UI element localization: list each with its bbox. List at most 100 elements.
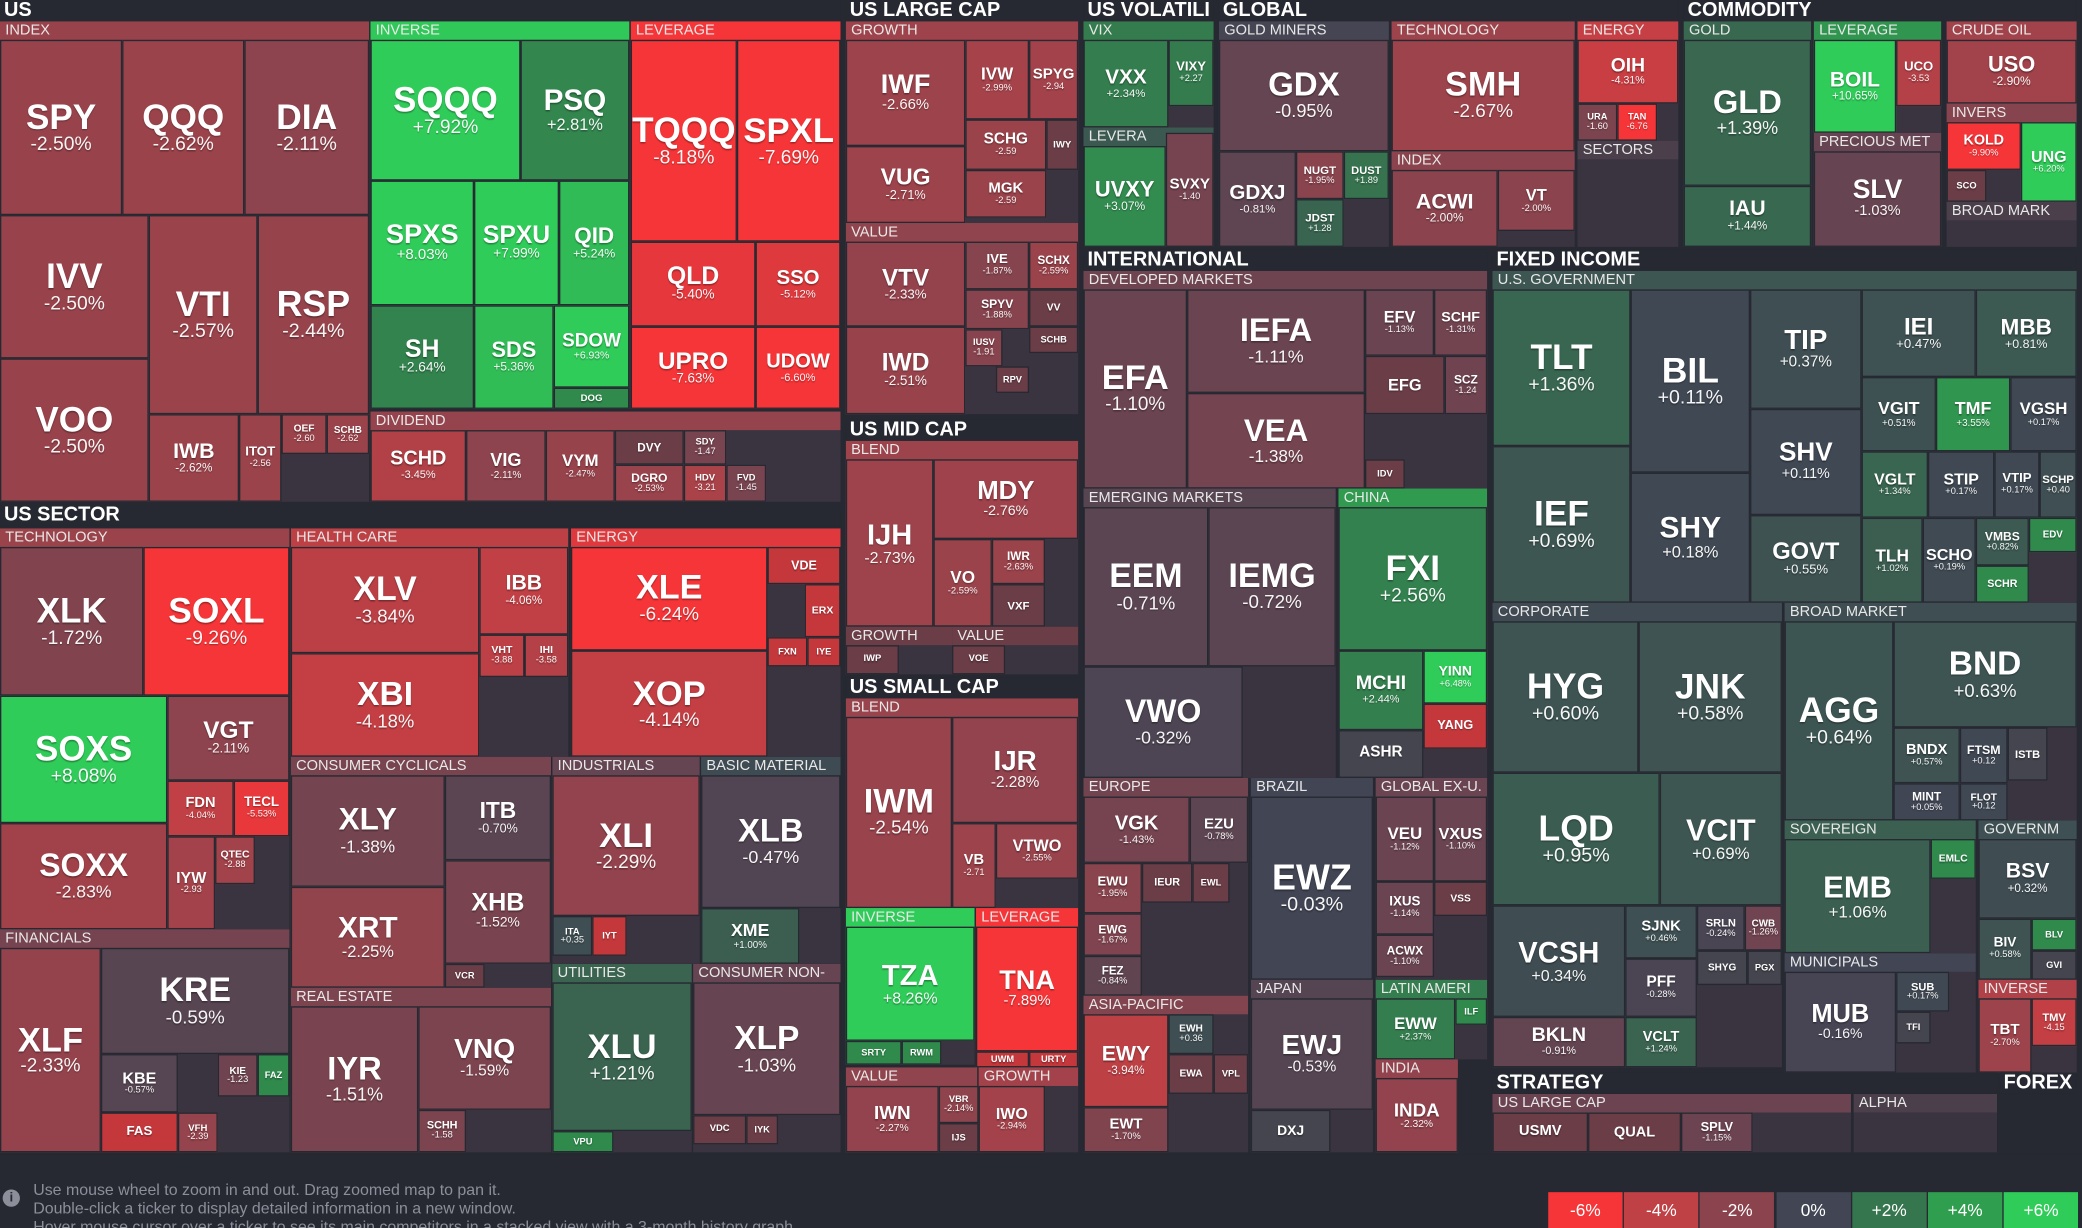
tile[interactable]: SCZ -1.24 <box>1444 355 1488 415</box>
tile[interactable]: IWO -2.94% <box>978 1085 1045 1153</box>
tile[interactable]: BIL +0.11% <box>1630 289 1751 473</box>
tile[interactable]: IVW -2.99% <box>965 39 1030 120</box>
tile[interactable]: VT -2.00% <box>1497 169 1575 231</box>
tile[interactable]: XLU +1.21% <box>552 982 692 1132</box>
tile[interactable]: SRTY <box>845 1040 902 1065</box>
tile[interactable]: VPU <box>552 1131 614 1153</box>
tile[interactable]: ISTB <box>2007 727 2048 781</box>
tile[interactable]: VGIT +0.51% <box>1861 377 1936 452</box>
tile[interactable]: SOXX -2.83% <box>0 823 168 930</box>
tile[interactable]: SVXY -1.40 <box>1165 132 1214 247</box>
tile[interactable]: TLT +1.36% <box>1492 289 1631 447</box>
tile[interactable]: ACWI -2.00% <box>1391 169 1498 247</box>
tile[interactable]: ITOT -2.56 <box>239 414 282 502</box>
tile[interactable]: FXI +2.56% <box>1338 507 1488 651</box>
tile[interactable]: XLP -1.03% <box>693 982 841 1116</box>
tile[interactable]: SCHG -2.59 <box>965 119 1047 170</box>
tile[interactable]: IEMG -0.72% <box>1208 507 1336 667</box>
tile[interactable]: EWG -1.67% <box>1083 913 1142 956</box>
tile[interactable]: SPYV -1.88% <box>965 289 1030 330</box>
tile[interactable]: IHI -3.58 <box>524 634 569 678</box>
tile[interactable]: BOIL +10.65% <box>1813 39 1897 133</box>
tile[interactable]: TAN -6.76 <box>1617 103 1658 141</box>
tile[interactable]: VNQ -1.59% <box>418 1006 552 1110</box>
tile[interactable]: IJH -2.73% <box>845 459 934 627</box>
tile[interactable]: MDY -2.76% <box>933 459 1079 539</box>
tile[interactable]: SSO -5.12% <box>755 241 841 327</box>
tile[interactable]: SOXS +8.08% <box>0 695 168 824</box>
tile[interactable]: OIH -4.31% <box>1577 39 1679 104</box>
tile[interactable]: EWJ -0.53% <box>1250 998 1373 1110</box>
tile[interactable]: XLK -1.72% <box>0 546 144 696</box>
tile[interactable]: FXN <box>767 637 808 667</box>
tile[interactable]: VMBS +0.82% <box>1975 517 2029 566</box>
tile[interactable]: MGK -2.59 <box>965 169 1047 218</box>
tile[interactable]: SUB +0.17% <box>1896 971 1950 1012</box>
tile[interactable]: VBR -2.14% <box>938 1085 979 1124</box>
tile[interactable]: VTIP +0.17% <box>1994 451 2040 518</box>
tile[interactable]: VTI -2.57% <box>148 215 258 415</box>
tile[interactable]: VCIT +0.69% <box>1659 772 1782 906</box>
tile[interactable]: EWH +0.36 <box>1168 1014 1214 1055</box>
tile[interactable]: SCHF -1.31% <box>1434 289 1488 356</box>
tile[interactable]: VDC <box>693 1115 747 1145</box>
tile[interactable]: FVD -1.45 <box>726 464 767 502</box>
tile[interactable]: EWU -1.95% <box>1083 862 1142 914</box>
tile[interactable]: SPXU +7.99% <box>474 180 560 306</box>
tile[interactable]: FEZ -0.84% <box>1083 955 1142 996</box>
tile[interactable]: DXJ <box>1250 1109 1331 1153</box>
tile[interactable]: BKLN -0.91% <box>1492 1016 1626 1068</box>
tile[interactable]: SH +2.64% <box>370 305 475 409</box>
tile[interactable]: VIG -2.11% <box>466 430 546 502</box>
tile[interactable]: VDE <box>767 546 841 585</box>
tile[interactable]: GDXJ -0.81% <box>1218 151 1296 247</box>
tile[interactable]: IEUR <box>1141 862 1193 903</box>
tile[interactable]: VWO -0.32% <box>1083 666 1243 778</box>
tile[interactable]: IBB -4.06% <box>479 546 569 635</box>
tile[interactable]: SCHB -2.62 <box>326 414 370 455</box>
tile[interactable]: VEA -1.38% <box>1187 392 1365 489</box>
tile[interactable]: SJNK +0.46% <box>1625 905 1697 959</box>
tile[interactable]: SCHB <box>1029 326 1079 354</box>
tile[interactable]: EMLC <box>1930 839 1976 879</box>
tile[interactable]: SPXS +8.03% <box>370 180 475 306</box>
tile[interactable]: KOLD -9.90% <box>1946 122 2021 170</box>
tile[interactable]: DIA -2.11% <box>244 39 370 216</box>
tile[interactable]: SDY -1.47 <box>683 430 727 465</box>
tile[interactable]: VUG -2.71% <box>845 146 966 224</box>
tile[interactable]: VTV -2.33% <box>845 241 966 327</box>
tile[interactable]: IVV -2.50% <box>0 215 149 359</box>
tile[interactable]: BIV +0.58% <box>1978 918 2032 980</box>
tile[interactable]: SHV +0.11% <box>1750 408 1862 516</box>
tile[interactable]: NUGT -1.95% <box>1295 151 1344 200</box>
tile[interactable]: IWM -2.54% <box>845 716 953 909</box>
tile[interactable]: EEM -0.71% <box>1083 507 1209 667</box>
tile[interactable]: SCO <box>1946 169 1987 202</box>
tile[interactable]: USMV <box>1492 1112 1589 1153</box>
tile[interactable]: BLV <box>2031 918 2077 951</box>
tile[interactable]: ITA +0.35 <box>552 916 593 956</box>
tile[interactable]: TFI <box>1896 1011 1931 1044</box>
tile[interactable]: VYM -2.47% <box>545 430 615 502</box>
tile[interactable]: IEF +0.69% <box>1492 446 1631 603</box>
tile[interactable]: MINT +0.05% <box>1893 783 1960 821</box>
tile[interactable]: QUAL <box>1588 1112 1682 1153</box>
tile[interactable]: UWM <box>975 1051 1030 1068</box>
tile[interactable]: BNDX +0.57% <box>1893 727 1960 784</box>
tile[interactable]: SPY -2.50% <box>0 39 123 216</box>
tile[interactable]: EFV -1.13% <box>1364 289 1435 356</box>
tile[interactable]: STIP +0.17% <box>1927 451 1995 518</box>
tile[interactable]: UNG +6.20% <box>2020 122 2077 202</box>
tile[interactable]: BND +0.63% <box>1893 621 2077 728</box>
tile[interactable]: MBB +0.81% <box>1975 289 2077 378</box>
tile[interactable]: IEI +0.47% <box>1861 289 1976 378</box>
tile[interactable]: KIE -1.23 <box>217 1054 258 1097</box>
tile[interactable]: XRT -2.25% <box>290 886 445 988</box>
tile[interactable]: SCHR <box>1975 565 2029 603</box>
tile[interactable]: SMH -2.67% <box>1391 39 1575 152</box>
tile[interactable]: EWW +2.37% <box>1375 998 1456 1060</box>
tile[interactable]: RWM <box>901 1040 942 1065</box>
tile[interactable]: IVE -1.87% <box>965 241 1030 290</box>
tile[interactable]: RPV <box>995 366 1030 393</box>
tile[interactable]: SDS +5.36% <box>474 305 554 409</box>
